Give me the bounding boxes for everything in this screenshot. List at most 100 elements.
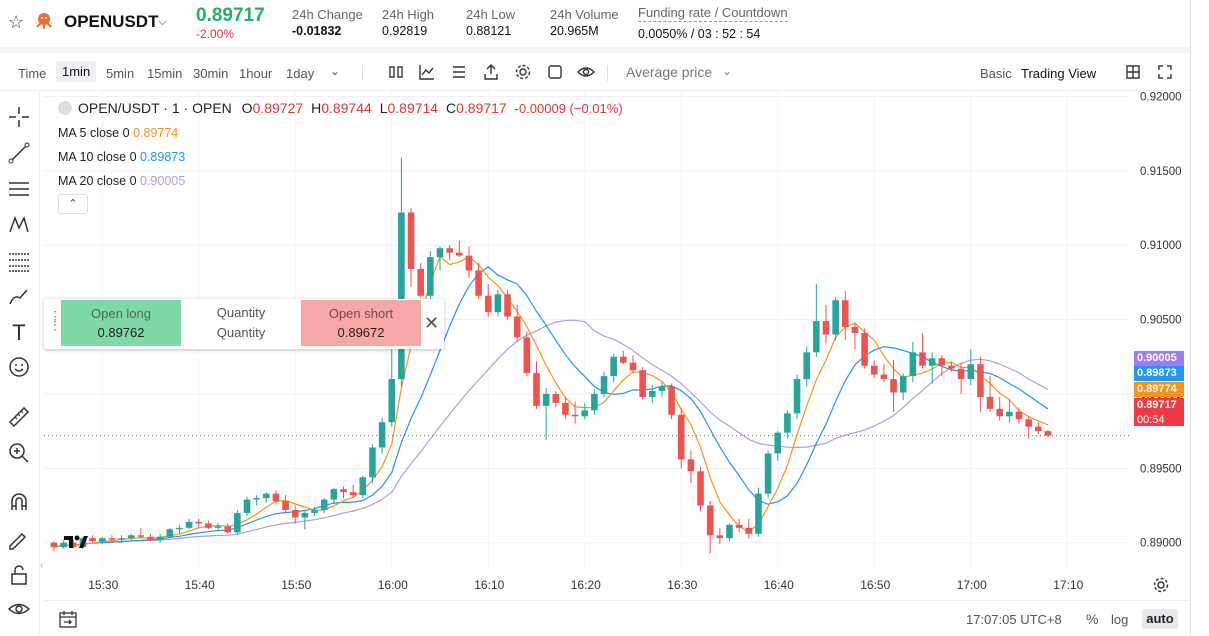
quantity-input[interactable]: Quantity <box>216 325 266 340</box>
funding-label[interactable]: Funding rate / Countdown <box>638 5 788 22</box>
x-tick-label: 17:10 <box>1053 578 1084 592</box>
stat-label-volume: 24h Volume <box>550 7 619 22</box>
trend-line-icon[interactable] <box>6 140 32 166</box>
candle-body <box>214 526 222 528</box>
interval-more-chevron-icon[interactable]: ⌄ <box>330 64 341 78</box>
zoom-in-icon[interactable] <box>6 440 32 466</box>
y-tick-label: 0.92000 <box>1140 92 1182 103</box>
indicators-icon[interactable] <box>418 63 436 81</box>
settings-gear-icon[interactable] <box>514 63 532 81</box>
auto-scale-toggle[interactable]: auto <box>1142 609 1178 629</box>
percent-scale-toggle[interactable]: % <box>1086 611 1099 627</box>
legend-collapse-chevron-icon[interactable]: ⌃ <box>58 194 88 214</box>
magnet-icon[interactable] <box>6 490 32 516</box>
ma5-legend: MA 5 close 0 0.89774 <box>58 126 178 140</box>
open-long-label: Open long <box>91 306 151 321</box>
drag-handle-icon[interactable]: ⋮ ⋮ <box>48 308 62 332</box>
ruler-icon[interactable] <box>6 404 32 430</box>
list-icon[interactable] <box>450 63 468 81</box>
view-basic[interactable]: Basic <box>980 66 1012 81</box>
price-type-chevron-icon[interactable]: ⌄ <box>722 64 733 78</box>
interval-1min[interactable]: 1min <box>56 61 97 82</box>
candle-body <box>1006 411 1013 417</box>
candle-body <box>706 505 714 536</box>
open-long-price: 0.89762 <box>97 325 145 340</box>
stat-label-low: 24h Low <box>466 7 516 22</box>
axis-settings-icon[interactable] <box>1152 576 1170 594</box>
candle-body <box>291 509 299 518</box>
candle-body <box>571 414 579 417</box>
candle-type-icon[interactable] <box>387 63 405 81</box>
pattern-icon[interactable] <box>6 212 32 238</box>
open-long-button[interactable]: Open long 0.89762 <box>61 300 181 346</box>
candle-body <box>928 358 936 366</box>
brush-icon[interactable] <box>6 284 32 310</box>
log-scale-toggle[interactable]: log <box>1111 612 1129 627</box>
crosshair-icon[interactable] <box>6 104 32 130</box>
interval-5min[interactable]: 5min <box>106 66 135 81</box>
interval-1hour[interactable]: 1hour <box>239 66 273 81</box>
close-icon[interactable]: ✕ <box>424 313 440 333</box>
header-divider <box>0 47 1190 53</box>
open-short-button[interactable]: Open short 0.89672 <box>301 300 421 346</box>
fib-levels-icon[interactable] <box>6 248 32 274</box>
emoji-icon[interactable] <box>6 354 32 380</box>
symbol-dropdown-chevron-icon[interactable]: ⌵ <box>158 14 168 28</box>
candle-body <box>320 499 328 510</box>
price-type-select[interactable]: Average price <box>626 64 713 80</box>
candle-body <box>224 526 231 533</box>
interval-1day[interactable]: 1day <box>286 66 315 81</box>
candle-body <box>272 493 280 502</box>
candle-body <box>436 248 444 258</box>
x-tick-label: 15:30 <box>88 578 119 592</box>
layout-grid-icon[interactable] <box>1124 63 1142 81</box>
candle-body <box>147 536 154 540</box>
symbol-name[interactable]: OPENUSDT <box>64 12 159 31</box>
eye-visibility-icon[interactable] <box>577 63 595 81</box>
x-tick-label: 16:00 <box>377 578 408 592</box>
stat-value-low: 0.88121 <box>466 24 512 38</box>
candle-body <box>349 492 357 496</box>
candle-body <box>156 536 164 540</box>
interval-time[interactable]: Time <box>18 66 47 81</box>
stat-label-high: 24h High <box>382 7 435 22</box>
last-price: 0.89717 <box>196 5 265 26</box>
candle-body <box>938 358 946 366</box>
candle-body <box>697 471 704 506</box>
candle-body <box>504 294 511 317</box>
interval-30min[interactable]: 30min <box>193 66 229 81</box>
stat-value-high: 0.92819 <box>382 24 428 38</box>
candle-body <box>513 316 521 338</box>
legend-change: -0.00009 (−0.01%) <box>514 101 623 116</box>
collapse-toolbar-chevron-icon[interactable]: ‹ <box>40 560 44 571</box>
view-tradingview[interactable]: Trading View <box>1021 66 1097 81</box>
goto-date-icon[interactable] <box>58 609 78 629</box>
pencil-lock-icon[interactable] <box>6 526 32 552</box>
horizontal-lines-icon[interactable] <box>6 176 32 202</box>
candle-body <box>677 414 685 460</box>
quantity-field[interactable]: Quantity Quantity <box>181 300 301 346</box>
candle-body <box>774 432 782 454</box>
fullscreen-icon[interactable] <box>1156 63 1174 81</box>
price-axis[interactable]: 0.920000.915000.910000.905000.900000.895… <box>1130 92 1190 568</box>
page-right-edge <box>1190 0 1209 636</box>
interval-15min[interactable]: 15min <box>147 66 183 81</box>
text-tool-icon[interactable]: T <box>12 320 26 345</box>
candle-body <box>137 535 145 537</box>
lock-icon[interactable] <box>6 562 32 588</box>
candle-body <box>456 252 463 256</box>
square-frame-icon[interactable] <box>546 63 564 81</box>
quantity-label: Quantity <box>216 305 266 320</box>
eye-hide-icon[interactable] <box>6 596 32 622</box>
clock-time[interactable]: 17:07:05 UTC+8 <box>966 612 1062 627</box>
y-tick-label: 0.91000 <box>1140 240 1182 252</box>
legend-c-label: C <box>445 100 457 116</box>
favorite-star-icon[interactable]: ☆ <box>8 12 25 32</box>
octopus-coin-icon <box>36 13 52 29</box>
candle-body <box>398 212 405 380</box>
funding-value: 0.0050% / 03 : 52 : 54 <box>638 27 761 41</box>
share-icon[interactable] <box>482 63 500 81</box>
candle-body <box>861 332 868 366</box>
candle-body <box>687 459 695 472</box>
legend-title: OPEN/USDT · 1 · OPEN <box>78 100 232 116</box>
